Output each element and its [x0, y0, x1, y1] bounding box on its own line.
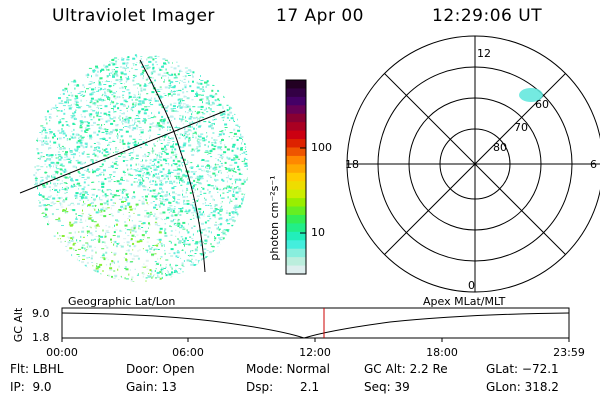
x-tick-0600: 06:00 — [172, 346, 204, 359]
colorbar-cell — [286, 88, 306, 98]
lat-label-60: 60 — [535, 98, 549, 111]
lat-label-70: 70 — [514, 121, 528, 134]
gain-status: Gain: 13 — [126, 380, 177, 394]
geographic-grid-lines — [19, 59, 226, 273]
colorbar-cell — [286, 181, 306, 191]
gc-alt-status: GC Alt: 2.2 Re — [364, 362, 448, 376]
gc-alt-axis-title: GC Alt — [12, 307, 25, 342]
image-title: Ultraviolet Imager — [52, 6, 215, 26]
x-tick-1200: 12:00 — [299, 346, 331, 359]
x-tick-0000: 00:00 — [46, 346, 78, 359]
x-tick-2359: 23:59 — [553, 346, 585, 359]
door-status: Door: Open — [126, 362, 195, 376]
colorbar-cell — [286, 240, 306, 250]
colorbar-cell — [286, 265, 306, 275]
colorbar-cell — [286, 231, 306, 241]
colorbar-cell — [286, 164, 306, 174]
orbit-altitude-timeline: Geographic Lat/Lon Apex MLat/MLT GC Alt … — [12, 295, 585, 359]
colorbar-cell — [286, 189, 306, 199]
mlt-label-12: 12 — [477, 47, 491, 60]
apex-mlat-mlt-label: Apex MLat/MLT — [423, 295, 506, 308]
colorbar-cell — [286, 257, 306, 267]
x-tick-1800: 18:00 — [426, 346, 458, 359]
colorbar-cell — [286, 206, 306, 216]
colorbar: 100 10 photon cm⁻²s⁻¹ — [268, 79, 332, 275]
colorbar-cell — [286, 113, 306, 123]
dsp-value: 2.1 — [300, 380, 320, 394]
colorbar-unit-label: photon cm⁻²s⁻¹ — [268, 175, 281, 260]
geographic-longitude: GLon: 318.2 — [486, 380, 559, 394]
colorbar-cell — [286, 155, 306, 165]
geographic-latlon-label: Geographic Lat/Lon — [68, 295, 175, 308]
auroral-spot — [519, 88, 543, 102]
mlt-label-0: 0 — [468, 279, 475, 292]
colorbar-cell — [286, 139, 306, 149]
colorbar-cell — [286, 122, 306, 132]
colorbar-cell — [286, 80, 306, 90]
dsp-label: Dsp: — [246, 380, 274, 394]
mlt-label-18: 18 — [345, 158, 359, 171]
mlt-label-6: 6 — [590, 158, 597, 171]
colorbar-cell — [286, 147, 306, 157]
mode-status: Mode: Normal — [246, 362, 330, 376]
colorbar-cell — [286, 223, 306, 233]
y-tick-9: 9.0 — [32, 307, 50, 320]
filter-status: Flt: LBHL — [10, 362, 64, 376]
colorbar-cell — [286, 172, 306, 182]
colorbar-cell — [286, 214, 306, 224]
colorbar-cell — [286, 105, 306, 115]
sequence-status: Seq: 39 — [364, 380, 410, 394]
y-tick-1.8: 1.8 — [32, 331, 50, 344]
colorbar-cell — [286, 130, 306, 140]
colorbar-cell — [286, 248, 306, 258]
ip-status: IP: 9.0 — [10, 380, 52, 394]
auroral-image-disk — [19, 54, 248, 282]
lat-label-80: 80 — [493, 141, 507, 154]
polar-mlat-mlt-plot: 12 18 6 0 60 70 80 — [345, 35, 600, 293]
colorbar-cell — [286, 198, 306, 208]
observation-date: 17 Apr 00 — [276, 6, 364, 26]
colorbar-tick-10: 10 — [311, 226, 325, 239]
geographic-latitude: GLat: −72.1 — [486, 362, 559, 376]
observation-time: 12:29:06 UT — [432, 6, 543, 26]
colorbar-cell — [286, 96, 306, 106]
colorbar-tick-100: 100 — [311, 141, 332, 154]
